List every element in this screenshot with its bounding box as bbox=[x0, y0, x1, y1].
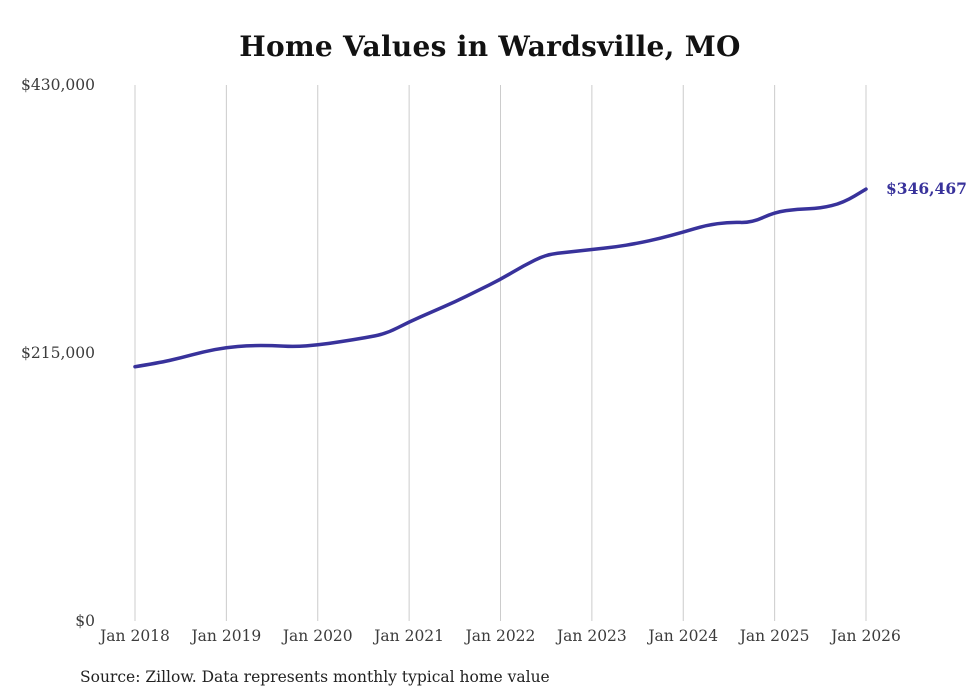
chart-title: Home Values in Wardsville, MO bbox=[239, 30, 741, 63]
y-axis-tick: $0 bbox=[75, 612, 95, 630]
x-axis-tick: Jan 2020 bbox=[282, 627, 353, 645]
x-axis-tick: Jan 2026 bbox=[831, 627, 901, 645]
x-axis-tick: Jan 2021 bbox=[374, 627, 445, 645]
y-axis-tick: $430,000 bbox=[21, 76, 95, 94]
home-value-line bbox=[133, 187, 868, 369]
x-axis-tick: Jan 2018 bbox=[100, 627, 170, 645]
source-note: Source: Zillow. Data represents monthly … bbox=[80, 668, 550, 686]
y-axis-tick: $215,000 bbox=[21, 344, 95, 362]
current-value-label: $346,467 bbox=[886, 179, 967, 199]
x-axis-tick: Jan 2019 bbox=[191, 627, 262, 645]
x-axis-tick: Jan 2022 bbox=[465, 627, 536, 645]
x-axis-tick: Jan 2025 bbox=[739, 627, 810, 645]
x-axis-tick: Jan 2024 bbox=[648, 627, 719, 645]
x-axis-tick: Jan 2023 bbox=[556, 627, 627, 645]
